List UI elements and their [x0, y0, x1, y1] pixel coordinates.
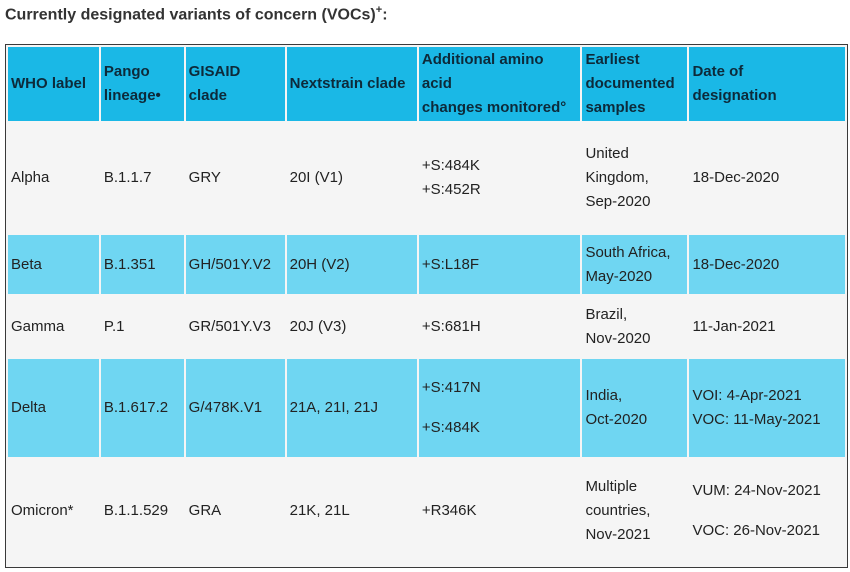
cell-date-of-designation: 18-Dec-2020 [689, 235, 845, 294]
cell-gisaid-clade: GRY [185, 123, 285, 233]
cell-date-of-designation: 11-Jan-2021 [689, 296, 845, 357]
cell-pango-lineage: P.1 [100, 296, 184, 357]
cell-earliest-samples: United Kingdom, Sep-2020 [582, 123, 688, 233]
cell-amino-acid-changes: +S:L18F [418, 235, 581, 294]
header-gisaid-clade: GISAID clade [185, 47, 285, 121]
cell-pango-lineage: B.1.1.7 [100, 123, 184, 233]
title-superscript: + [375, 4, 383, 16]
cell-who-label: Alpha [8, 123, 99, 233]
cell-earliest-samples: India, Oct-2020 [582, 359, 688, 457]
cell-nextstrain-clade: 20J (V3) [286, 296, 417, 357]
voc-table-frame: WHO label Pango lineage• GISAID clade Next… [5, 44, 848, 568]
table-row-delta: Delta B.1.617.2 G/478K.V1 21A, 21I, 21J … [8, 359, 845, 457]
table-row-beta: Beta B.1.351 GH/501Y.V2 20H (V2) +S:L18F… [8, 235, 845, 294]
table-row-omicron: Omicron* B.1.1.529 GRA 21K, 21L +R346K M… [8, 459, 845, 563]
cell-gisaid-clade: GRA [185, 459, 285, 563]
cell-who-label: Beta [8, 235, 99, 294]
cell-date-of-designation: VOI: 4-Apr-2021 VOC: 11-May-2021 [689, 359, 845, 457]
cell-date-of-designation: VUM: 24-Nov-2021 VOC: 26-Nov-2021 [689, 459, 845, 563]
header-nextstrain-clade: Nextstrain clade [286, 47, 417, 121]
title-text: Currently designated variants of concern… [5, 6, 376, 24]
cell-nextstrain-clade: 21K, 21L [286, 459, 417, 563]
cell-pango-lineage: B.1.351 [100, 235, 184, 294]
voc-table: WHO label Pango lineage• GISAID clade Next… [6, 45, 847, 565]
cell-earliest-samples: South Africa, May-2020 [582, 235, 688, 294]
cell-earliest-samples: Multiple countries, Nov-2021 [582, 459, 688, 563]
cell-pango-lineage: B.1.617.2 [100, 359, 184, 457]
table-row-gamma: Gamma P.1 GR/501Y.V3 20J (V3) +S:681H Br… [8, 296, 845, 357]
cell-date-of-designation: 18-Dec-2020 [689, 123, 845, 233]
table-row-alpha: Alpha B.1.1.7 GRY 20I (V1) +S:484K +S:452… [8, 123, 845, 233]
table-header-row: WHO label Pango lineage• GISAID clade Next… [8, 47, 845, 121]
cell-who-label: Delta [8, 359, 99, 457]
header-who-label: WHO label [8, 47, 99, 121]
cell-nextstrain-clade: 20H (V2) [286, 235, 417, 294]
cell-who-label: Gamma [8, 296, 99, 357]
cell-nextstrain-clade: 20I (V1) [286, 123, 417, 233]
title-suffix: : [382, 6, 388, 24]
page-title: Currently designated variants of concern… [5, 4, 388, 24]
cell-nextstrain-clade: 21A, 21I, 21J [286, 359, 417, 457]
cell-pango-lineage: B.1.1.529 [100, 459, 184, 563]
cell-gisaid-clade: G/478K.V1 [185, 359, 285, 457]
cell-gisaid-clade: GH/501Y.V2 [185, 235, 285, 294]
header-earliest-samples: Earliest documented samples [582, 47, 688, 121]
cell-who-label: Omicron* [8, 459, 99, 563]
cell-amino-acid-changes: +S:484K +S:452R [418, 123, 581, 233]
cell-amino-acid-changes: +S:417N +S:484K [418, 359, 581, 457]
header-pango-lineage: Pango lineage• [100, 47, 184, 121]
header-date-of-designation: Date of designation [689, 47, 845, 121]
cell-earliest-samples: Brazil, Nov-2020 [582, 296, 688, 357]
cell-amino-acid-changes: +R346K [418, 459, 581, 563]
cell-gisaid-clade: GR/501Y.V3 [185, 296, 285, 357]
cell-amino-acid-changes: +S:681H [418, 296, 581, 357]
header-amino-acid-changes: Additional amino acid changes monitored° [418, 47, 581, 121]
